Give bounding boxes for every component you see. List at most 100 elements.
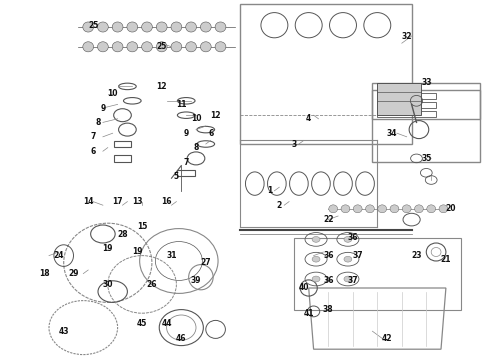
- Bar: [177, 170, 195, 176]
- Circle shape: [344, 276, 352, 282]
- Ellipse shape: [83, 42, 94, 52]
- Text: 8: 8: [96, 118, 100, 127]
- Ellipse shape: [186, 42, 196, 52]
- Ellipse shape: [127, 22, 138, 32]
- Ellipse shape: [415, 205, 423, 213]
- Text: 6: 6: [208, 129, 213, 138]
- Text: 30: 30: [102, 280, 113, 289]
- Text: 20: 20: [445, 204, 456, 213]
- Text: 46: 46: [176, 334, 187, 343]
- Circle shape: [312, 276, 320, 282]
- Text: 37: 37: [347, 276, 358, 285]
- Ellipse shape: [156, 42, 167, 52]
- Text: 12: 12: [156, 82, 167, 91]
- Text: 10: 10: [191, 114, 201, 123]
- Ellipse shape: [329, 205, 338, 213]
- Ellipse shape: [427, 205, 436, 213]
- Text: 16: 16: [161, 197, 172, 206]
- Text: 19: 19: [102, 244, 113, 253]
- Circle shape: [344, 256, 352, 262]
- Ellipse shape: [142, 42, 152, 52]
- Bar: [114, 141, 131, 147]
- Text: 1: 1: [267, 186, 272, 195]
- Circle shape: [344, 237, 352, 242]
- Ellipse shape: [215, 42, 226, 52]
- Text: 42: 42: [382, 334, 392, 343]
- Text: 28: 28: [117, 230, 128, 239]
- Bar: [377, 111, 436, 117]
- Text: 37: 37: [352, 251, 363, 260]
- Text: 6: 6: [91, 147, 96, 156]
- Ellipse shape: [186, 22, 196, 32]
- Text: 22: 22: [323, 215, 334, 224]
- Ellipse shape: [200, 22, 211, 32]
- Bar: [114, 155, 131, 162]
- Text: 12: 12: [210, 111, 221, 120]
- Ellipse shape: [171, 42, 182, 52]
- Bar: [372, 83, 480, 119]
- Text: 8: 8: [194, 143, 198, 152]
- Text: 36: 36: [347, 233, 358, 242]
- Text: 38: 38: [323, 305, 334, 314]
- Ellipse shape: [378, 205, 387, 213]
- Text: 29: 29: [68, 269, 79, 278]
- Text: 39: 39: [191, 276, 201, 285]
- Text: 35: 35: [421, 154, 432, 163]
- Text: 25: 25: [156, 42, 167, 51]
- Text: 3: 3: [292, 140, 296, 149]
- Text: 43: 43: [58, 327, 69, 336]
- Ellipse shape: [112, 42, 123, 52]
- Text: 17: 17: [112, 197, 123, 206]
- Bar: [377, 102, 436, 108]
- Text: 2: 2: [277, 201, 282, 210]
- Text: 18: 18: [39, 269, 49, 278]
- Text: 11: 11: [176, 100, 187, 109]
- Ellipse shape: [98, 42, 108, 52]
- Ellipse shape: [353, 205, 362, 213]
- Text: 4: 4: [306, 114, 311, 123]
- Ellipse shape: [156, 22, 167, 32]
- Circle shape: [312, 256, 320, 262]
- Text: 25: 25: [88, 21, 98, 30]
- Bar: [377, 83, 421, 115]
- Text: 23: 23: [411, 251, 422, 260]
- Text: 36: 36: [323, 251, 334, 260]
- Bar: [240, 4, 412, 144]
- Text: 34: 34: [387, 129, 397, 138]
- Text: 26: 26: [147, 280, 157, 289]
- Ellipse shape: [112, 22, 123, 32]
- Text: 9: 9: [100, 104, 105, 113]
- Ellipse shape: [127, 42, 138, 52]
- Text: 45: 45: [137, 320, 147, 328]
- Ellipse shape: [200, 42, 211, 52]
- Text: 14: 14: [83, 197, 94, 206]
- Text: 7: 7: [91, 132, 96, 141]
- Ellipse shape: [366, 205, 374, 213]
- Bar: [294, 238, 461, 310]
- Bar: [372, 90, 480, 162]
- Text: 41: 41: [303, 309, 314, 318]
- Text: 24: 24: [53, 251, 64, 260]
- Text: 40: 40: [298, 284, 309, 292]
- Text: 13: 13: [132, 197, 143, 206]
- Ellipse shape: [171, 22, 182, 32]
- Text: 7: 7: [184, 158, 189, 166]
- Text: 36: 36: [323, 276, 334, 285]
- Text: 44: 44: [161, 320, 172, 328]
- Ellipse shape: [341, 205, 350, 213]
- Text: 33: 33: [421, 78, 432, 87]
- Circle shape: [312, 237, 320, 242]
- Text: 15: 15: [137, 222, 147, 231]
- Text: 10: 10: [107, 89, 118, 98]
- Text: 5: 5: [174, 172, 179, 181]
- Ellipse shape: [83, 22, 94, 32]
- Ellipse shape: [215, 22, 226, 32]
- Ellipse shape: [390, 205, 399, 213]
- Text: 21: 21: [441, 255, 451, 264]
- Ellipse shape: [142, 22, 152, 32]
- Ellipse shape: [402, 205, 411, 213]
- Text: 32: 32: [401, 32, 412, 41]
- Text: 27: 27: [200, 258, 211, 267]
- Bar: [377, 93, 436, 99]
- Text: 19: 19: [132, 248, 143, 256]
